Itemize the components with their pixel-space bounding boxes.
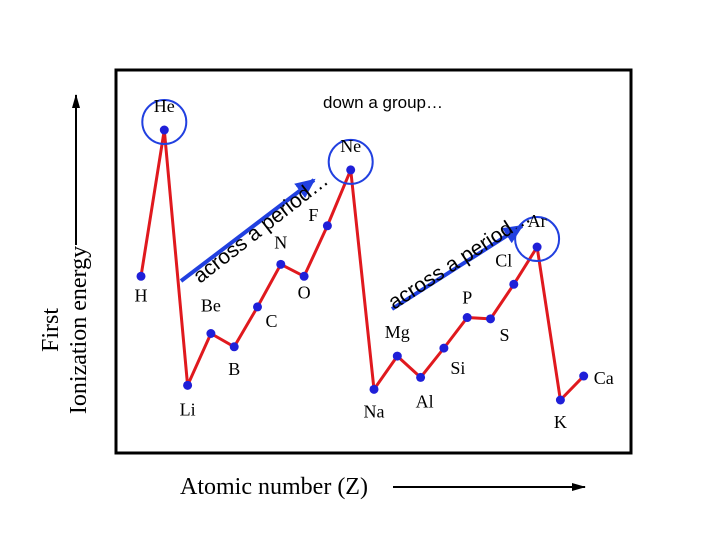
period-2-arrow	[179, 178, 316, 283]
data-point-p	[462, 313, 472, 323]
element-label-he: He	[154, 96, 175, 116]
chart-title: down a group…	[323, 93, 443, 112]
element-label-p: P	[462, 288, 472, 308]
y-axis-label-line2: Ionization energy	[66, 246, 92, 414]
element-label-h: H	[135, 285, 148, 305]
noble-gas-circle-ne	[327, 138, 374, 185]
data-point-h	[136, 271, 146, 281]
data-point-cl	[509, 279, 519, 289]
data-point-na	[369, 384, 379, 394]
noble-gas-circle-ar	[514, 216, 561, 263]
data-point-o	[299, 271, 309, 281]
data-point-mg	[392, 351, 402, 361]
element-label-ne: Ne	[340, 136, 361, 156]
x-axis-label: Atomic number (Z)	[180, 474, 368, 500]
data-point-c	[253, 302, 262, 312]
element-label-cl: Cl	[495, 250, 512, 270]
element-label-na: Na	[364, 401, 385, 421]
period-2-annotation: across a period…	[189, 168, 333, 287]
data-point-k	[555, 395, 565, 405]
data-point-li	[183, 380, 193, 390]
element-label-o: O	[298, 282, 311, 302]
element-label-c: C	[265, 311, 277, 331]
data-point-b	[229, 342, 239, 352]
element-label-be: Be	[201, 295, 221, 315]
y-axis-label-line1: First	[38, 308, 64, 352]
data-point-f	[322, 221, 332, 231]
element-label-mg: Mg	[385, 322, 410, 342]
element-label-k: K	[554, 412, 567, 432]
ionization-series: H He Li Be B C N O F Ne Na Mg Al Si P S Cl Ar K Ca	[135, 96, 614, 432]
data-point-he	[159, 125, 169, 135]
element-label-s: S	[499, 325, 509, 345]
data-point-be	[206, 328, 216, 338]
element-label-si: Si	[450, 358, 465, 378]
element-label-ar: Ar	[528, 211, 547, 231]
plot-frame	[114, 68, 633, 455]
element-label-f: F	[308, 205, 318, 225]
period-3-arrow	[390, 224, 524, 311]
data-point-ne	[346, 165, 356, 175]
element-label-n: N	[274, 232, 287, 252]
element-label-ca: Ca	[594, 368, 614, 388]
element-label-al: Al	[416, 391, 434, 411]
data-point-ca	[579, 371, 589, 381]
data-point-ar	[532, 242, 542, 252]
data-point-si	[439, 343, 449, 353]
data-point-al	[416, 372, 426, 382]
element-label-li: Li	[180, 399, 196, 419]
data-point-s	[486, 314, 495, 324]
data-point-n	[276, 259, 286, 269]
element-label-b: B	[228, 359, 240, 379]
noble-gas-circle-he	[141, 99, 188, 145]
